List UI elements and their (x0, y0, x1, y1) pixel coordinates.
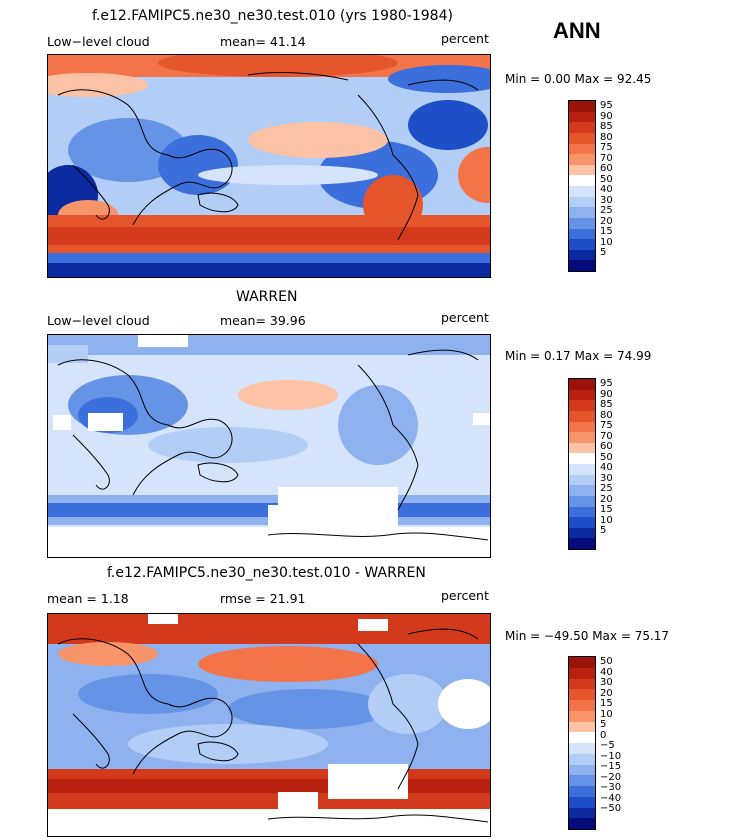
panel-1-map (47, 54, 491, 278)
panel-3-title: f.e12.FAMIPC5.ne30_ne30.test.010 - WARRE… (107, 565, 426, 581)
panel-2-variable-label: Low−level cloud (47, 313, 150, 328)
tick-label: 50 (600, 656, 613, 667)
tick-label: 40 (600, 462, 613, 473)
tick-label: 15 (600, 226, 613, 237)
tick-label: 50 (600, 173, 613, 185)
panel-3-map-canvas (48, 614, 490, 836)
panel-1-colorbar-ticks: 95 90 85 80 75 70 60 50 40 30 25 20 15 1… (600, 100, 613, 259)
tick-label: −50 (600, 803, 622, 814)
tick-label: 30 (600, 677, 613, 688)
tick-label: 20 (600, 493, 613, 505)
tick-label: 25 (600, 205, 613, 216)
panel-1-mean-label: mean= 41.14 (220, 34, 306, 49)
tick-label: 80 (600, 131, 613, 143)
tick-label: 75 (600, 420, 613, 431)
panel-2-units-label: percent (441, 310, 489, 325)
panel-2-colorbar-ticks: 95 90 85 80 75 70 60 50 40 30 25 20 15 1… (600, 378, 613, 537)
tick-label: 20 (600, 687, 613, 699)
panel-2-colorbar (568, 378, 596, 550)
panel-3-colorbar-ticks: 50 40 30 20 15 10 5 0 −5 −10 −15 −20 −30… (600, 656, 622, 815)
tick-label: 70 (600, 430, 613, 442)
panel-3-rmse-label: rmse = 21.91 (220, 591, 306, 606)
tick-label: 50 (600, 451, 613, 463)
tick-label: 20 (600, 215, 613, 227)
tick-label: 95 (600, 378, 613, 389)
panel-2-title: WARREN (236, 289, 298, 305)
panel-3-units-label: percent (441, 588, 489, 603)
panel-3-map (47, 613, 491, 837)
tick-label: 80 (600, 409, 613, 421)
tick-label: 10 (600, 236, 613, 248)
tick-label: 85 (600, 399, 613, 410)
panel-3-mean-label: mean = 1.18 (47, 591, 129, 606)
panel-1-colorbar (568, 100, 596, 272)
tick-label: −10 (600, 750, 622, 762)
tick-label: 10 (600, 708, 613, 720)
tick-label: 0 (600, 729, 607, 741)
tick-label: 70 (600, 152, 613, 164)
tick-label: −5 (600, 740, 615, 751)
tick-label: 40 (600, 184, 613, 195)
tick-label: 15 (600, 698, 613, 709)
tick-label: −20 (600, 771, 622, 783)
tick-label: 60 (600, 163, 613, 174)
panel-2-minmax: Min = 0.17 Max = 74.99 (505, 349, 652, 363)
season-label: ANN (553, 18, 601, 43)
tick-label: 40 (600, 666, 613, 678)
panel-1-minmax: Min = 0.00 Max = 92.45 (505, 72, 652, 86)
panel-2-map-canvas (48, 335, 490, 557)
tick-label: 75 (600, 142, 613, 153)
tick-label: 10 (600, 514, 613, 526)
tick-label: −40 (600, 792, 622, 804)
tick-label: 85 (600, 121, 613, 132)
tick-label: 5 (600, 719, 607, 730)
panel-1-title: f.e12.FAMIPC5.ne30_ne30.test.010 (yrs 19… (92, 8, 453, 24)
tick-label: 90 (600, 110, 613, 122)
tick-label: −15 (600, 761, 622, 772)
tick-label: 5 (600, 525, 607, 536)
panel-1-units-label: percent (441, 31, 489, 46)
panel-3-colorbar (568, 656, 596, 830)
tick-label: 25 (600, 483, 613, 494)
tick-label: 5 (600, 247, 607, 258)
panel-1-variable-label: Low−level cloud (47, 34, 150, 49)
tick-label: 30 (600, 194, 613, 206)
panel-2-map (47, 334, 491, 558)
tick-label: 90 (600, 388, 613, 400)
tick-label: 15 (600, 504, 613, 515)
tick-label: 60 (600, 441, 613, 452)
panel-3-minmax: Min = −49.50 Max = 75.17 (505, 629, 670, 643)
tick-label: 30 (600, 472, 613, 484)
tick-label: −30 (600, 782, 622, 793)
panel-2-mean-label: mean= 39.96 (220, 313, 306, 328)
panel-1-map-canvas (48, 55, 490, 277)
tick-label: 95 (600, 100, 613, 111)
